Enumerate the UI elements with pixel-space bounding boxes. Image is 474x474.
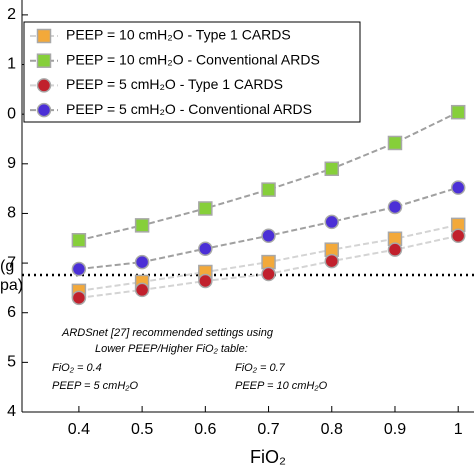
y-tick-label: 9 (7, 155, 16, 172)
marker (450, 228, 466, 244)
annotation: FiO₂ = 0.7 (235, 362, 286, 374)
legend-marker (36, 53, 52, 68)
y-tick-label: 0 (7, 105, 16, 122)
marker (387, 242, 403, 257)
marker (450, 180, 466, 195)
y-tick-label: 4 (7, 403, 16, 420)
marker (324, 161, 340, 177)
x-tick-label: 0.6 (194, 421, 216, 438)
x-tick-label: 0.7 (257, 421, 279, 438)
legend-marker (36, 28, 52, 44)
y-label-fragment: (g (0, 258, 14, 275)
marker (198, 273, 213, 289)
y-tick-label: 5 (7, 354, 16, 371)
y-tick-label: 6 (7, 304, 16, 321)
marker (71, 290, 87, 306)
y-tick-label: 7 (7, 254, 16, 271)
legend-label: PEEP = 10 cmH₂O - Conventional ARDS (66, 51, 320, 67)
marker (198, 241, 213, 256)
legend-marker (36, 78, 52, 93)
marker (387, 135, 403, 151)
legend: PEEP = 10 cmH₂O - Type 1 CARDS PEEP = 10 … (23, 21, 361, 123)
legend-box (23, 21, 361, 123)
legend-marker (36, 102, 52, 118)
marker (198, 201, 213, 216)
marker (261, 266, 276, 282)
marker (261, 228, 276, 244)
marker (134, 218, 150, 233)
annotation: PEEP = 10 cmH₂O (235, 380, 328, 392)
marker (134, 254, 150, 270)
marker (261, 254, 276, 270)
legend-label: PEEP = 5 cmH₂O - Conventional ARDS (66, 101, 312, 117)
annotation: Lower PEEP/Higher FiO₂ table: (95, 343, 248, 355)
marker (387, 199, 403, 215)
annotation: ARDSnet [27] recommended settings using (61, 327, 274, 339)
marker (71, 261, 87, 277)
x-tick-label: 1 (454, 421, 463, 438)
x-axis-label: FiO₂ (250, 447, 286, 467)
y-tick-label: 8 (7, 205, 16, 222)
marker (324, 214, 340, 230)
marker (134, 282, 150, 298)
x-tick-label: 0.4 (68, 421, 90, 438)
y-label-fragment: pa) (0, 277, 23, 294)
marker (324, 253, 340, 269)
y-tick-label: 1 (7, 56, 16, 73)
marker (450, 104, 466, 120)
x-tick-label: 0.5 (131, 421, 153, 438)
x-tick-label: 0.9 (384, 421, 406, 438)
marker (71, 233, 87, 248)
annotation: FiO₂ = 0.4 (52, 362, 102, 374)
legend-label: PEEP = 5 cmH₂O - Type 1 CARDS (66, 76, 283, 92)
x-tick-label: 0.8 (321, 421, 343, 438)
marker (261, 182, 276, 197)
legend-label: PEEP = 10 cmH₂O - Type 1 CARDS (66, 27, 291, 43)
y-tick-label: 2 (7, 6, 16, 23)
annotation: PEEP = 5 cmH₂O (52, 380, 138, 392)
